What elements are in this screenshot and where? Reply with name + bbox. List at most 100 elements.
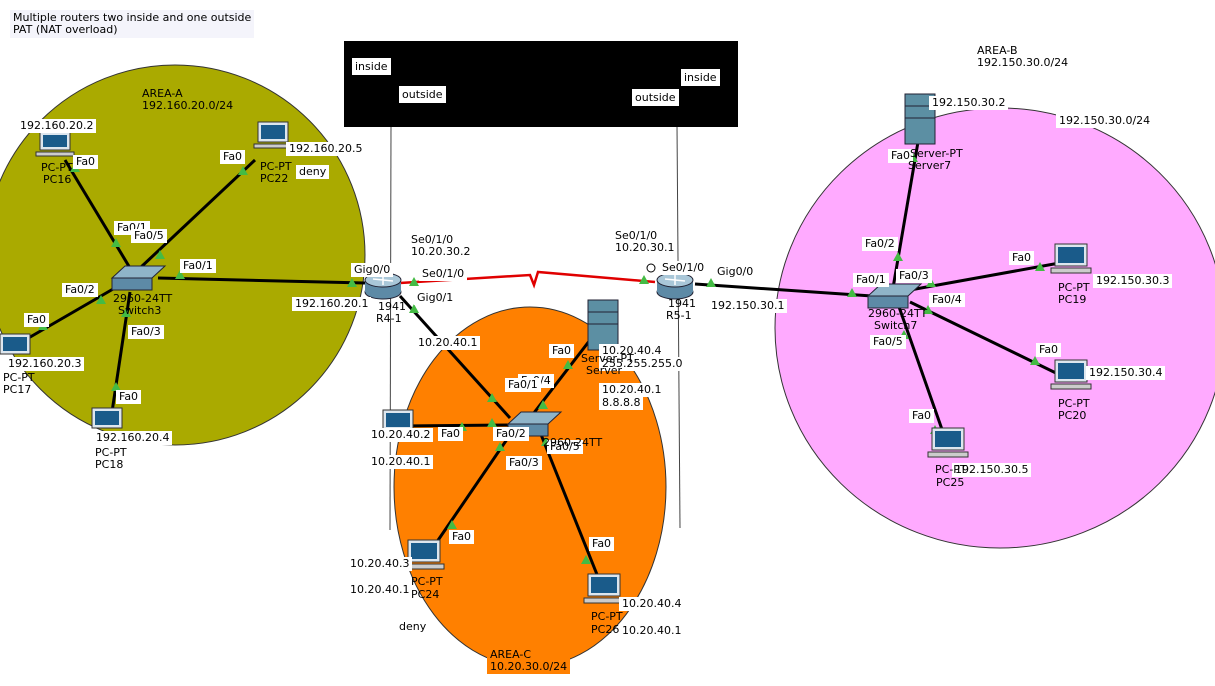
port-up-indicator [111, 238, 121, 247]
pc26-gateway: 10.20.40.1 [619, 624, 685, 638]
pc19-icon[interactable] [1050, 243, 1092, 274]
ethernet-links [24, 141, 1066, 583]
r5-name: R5-1 [666, 309, 692, 322]
link-switch3-r4 [157, 276, 366, 285]
r5-se-port: Se0/1/0 [659, 261, 708, 275]
area-b-label: AREA-B 192.150.30.0/24 [974, 44, 1071, 70]
nat-outside-right-label: outside [632, 89, 679, 106]
port-up-indicator [121, 308, 131, 317]
nat-outside-left-label: outside [399, 86, 446, 103]
switchc-port-fa0-2: Fa0/2 [493, 427, 529, 441]
switch7-port-fa0-5: Fa0/5 [870, 335, 906, 349]
switch7-port-fa0-1: Fa0/1 [853, 273, 889, 287]
link-pc24-switchc [428, 431, 514, 553]
pc26-ip: 10.20.40.4 [619, 597, 685, 611]
port-up-indicator [495, 442, 505, 451]
r4-name: R4-1 [376, 312, 402, 325]
pc17-port: Fa0 [24, 313, 50, 327]
serverc-mask: 255.255.255.0 [599, 357, 686, 371]
switch7-port-fa0-3: Fa0/3 [896, 269, 932, 283]
area-a-name: AREA-A [142, 87, 183, 100]
switch3-icon[interactable] [110, 265, 167, 291]
r5-gig00-label: Gig0/0 [714, 265, 757, 279]
switch3-model: 2960-24TT [113, 292, 173, 305]
port-up-indicator [409, 304, 419, 313]
serverc-icon[interactable] [587, 299, 619, 351]
pc26-port: Fa0 [589, 537, 615, 551]
pc24-icon[interactable] [403, 539, 445, 570]
port-up-indicator [111, 382, 121, 391]
pc18-type: PC-PT [95, 446, 127, 459]
link-pc25-switch7 [896, 303, 947, 439]
r4-gig00-ip: 192.160.20.1 [292, 297, 372, 311]
r4-gig01-ip: 10.20.40.1 [415, 336, 481, 350]
pcc-gateway: 10.20.40.1 [368, 455, 434, 469]
link-pc17-switch3 [24, 283, 121, 342]
port-up-indicator [1030, 356, 1040, 365]
pc16-icon[interactable] [35, 131, 75, 157]
pcc-port: Fa0 [438, 427, 464, 441]
switchc-port-fa0-3: Fa0/3 [506, 456, 542, 470]
pc19-ip: 192.150.30.3 [1093, 274, 1173, 288]
pc25-icon[interactable] [927, 427, 969, 458]
switch3-name: Switch3 [118, 304, 162, 317]
pc16-port: Fa0 [73, 155, 99, 169]
area-a-label: AREA-A 192.160.20.0/24 [139, 87, 237, 113]
pcc-icon[interactable] [382, 409, 414, 431]
pc16-type: PC-PT [41, 161, 73, 174]
pc25-port: Fa0 [909, 409, 935, 423]
pc25-ip: 192.150.30.5 [952, 463, 1032, 477]
switch7-icon[interactable] [866, 283, 923, 309]
switch7-port-fa0-4: Fa0/4 [929, 293, 965, 307]
switch3-port-fa0-3: Fa0/3 [128, 325, 164, 339]
pc20-ip: 192.150.30.4 [1086, 366, 1166, 380]
port-up-indicator [581, 555, 591, 564]
serverc-type: Server-PT [581, 352, 634, 365]
server7-name: Server7 [908, 159, 952, 172]
pc17-ip: 192.160.20.3 [5, 357, 85, 371]
pc17-name: PC17 [3, 383, 32, 396]
r5-gig00-ip: 192.150.30.1 [708, 299, 788, 313]
port-up-indicator [238, 166, 248, 175]
r4-model: 1941 [378, 300, 406, 313]
switchc-port-fa0-5: Fa0/5 [547, 440, 583, 454]
pc19-port: Fa0 [1009, 251, 1035, 265]
router-r5-icon[interactable] [656, 272, 694, 300]
pc18-port: Fa0 [116, 390, 142, 404]
area-c-network: 10.20.30.0/24 [490, 660, 568, 673]
port-up-indicator [563, 360, 573, 369]
port-up-indicator [155, 250, 165, 259]
switch3-port-fa0-1: Fa0/1 [180, 259, 216, 273]
pc26-icon[interactable] [583, 573, 625, 604]
pc18-icon[interactable] [91, 407, 123, 429]
link-pc16-switch3 [63, 159, 132, 269]
port-up-indicator [1035, 262, 1045, 271]
r5-se-ip: 10.20.30.1 [612, 241, 678, 255]
r4-gig00-label: Gig0/0 [351, 263, 394, 277]
port-up-indicator [487, 393, 497, 402]
nat-legend-box [344, 41, 738, 127]
pc17-icon[interactable] [0, 333, 31, 355]
server7-type: Server-PT [910, 147, 963, 160]
switch7-name: Switch7 [874, 319, 918, 332]
nat-inside-left-label: inside [352, 58, 391, 75]
switch3-port-fa0-5: Fa0/5 [131, 229, 167, 243]
serverc-gateway: 10.20.40.1 [599, 383, 665, 397]
area-b-network: 192.150.30.0/24 [977, 56, 1069, 69]
pc24-gateway: 10.20.40.1 [347, 583, 413, 597]
pc20-icon[interactable] [1050, 359, 1092, 390]
pc24-note: deny [396, 620, 430, 634]
port-up-indicator [347, 278, 357, 287]
switchc-port-fa0-1: Fa0/1 [505, 378, 541, 392]
pc17-type: PC-PT [3, 371, 35, 384]
pc18-ip: 192.160.20.4 [93, 431, 173, 445]
port-up-indicator [847, 288, 857, 297]
title-line2: PAT (NAT overload) [13, 23, 118, 36]
switch7-port-fa0-2: Fa0/2 [862, 237, 898, 251]
serverc-dns: 8.8.8.8 [599, 396, 644, 410]
title-line1: Multiple routers two inside and one outs… [13, 11, 252, 24]
switch7-model: 2960-24TT [868, 307, 928, 320]
pc25-type: PC-PT [935, 463, 967, 476]
